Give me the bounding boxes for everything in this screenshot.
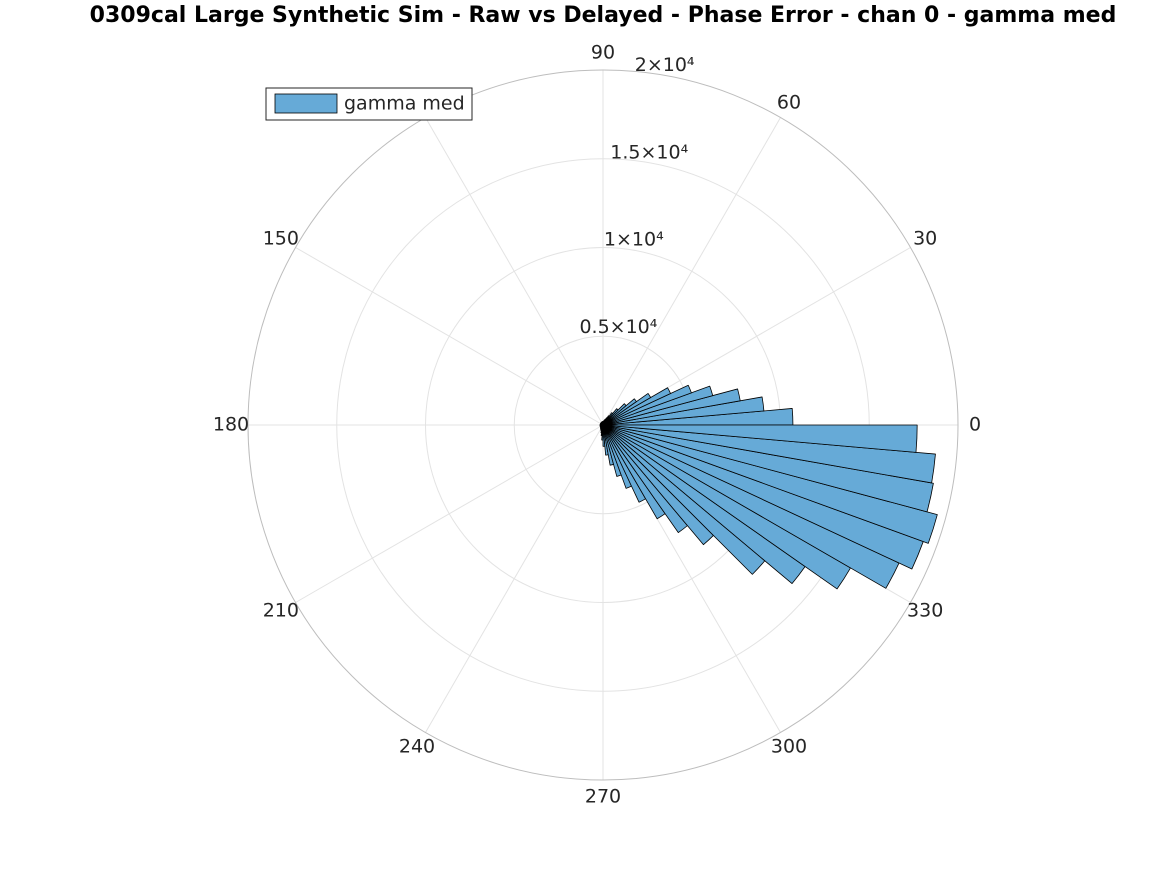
theta-tick-label: 270 xyxy=(585,786,621,808)
r-tick-label: 1×10⁴ xyxy=(604,229,664,251)
theta-tick-label: 30 xyxy=(913,228,937,250)
chart-title: 0309cal Large Synthetic Sim - Raw vs Del… xyxy=(90,3,1117,28)
theta-tick-label: 90 xyxy=(591,42,615,64)
theta-tick-label: 180 xyxy=(213,414,249,436)
theta-tick-label: 0 xyxy=(969,414,981,436)
theta-tick-label: 150 xyxy=(263,228,299,250)
bar xyxy=(602,424,938,544)
theta-tick-label: 330 xyxy=(907,600,943,622)
theta-tick-label: 60 xyxy=(777,91,801,113)
r-grid-line xyxy=(247,69,959,781)
r-tick-label: 2×10⁴ xyxy=(635,54,695,76)
theta-tick-label: 210 xyxy=(263,600,299,622)
legend-swatch xyxy=(274,93,338,114)
theta-tick-label: 240 xyxy=(399,736,435,758)
r-tick-label: 1.5×10⁴ xyxy=(610,141,688,163)
bar xyxy=(602,424,918,453)
legend-label: gamma med xyxy=(344,93,465,115)
bar xyxy=(602,424,936,484)
theta-tick-label: 300 xyxy=(771,736,807,758)
r-tick-label: 0.5×10⁴ xyxy=(579,316,657,338)
bar xyxy=(602,424,934,513)
